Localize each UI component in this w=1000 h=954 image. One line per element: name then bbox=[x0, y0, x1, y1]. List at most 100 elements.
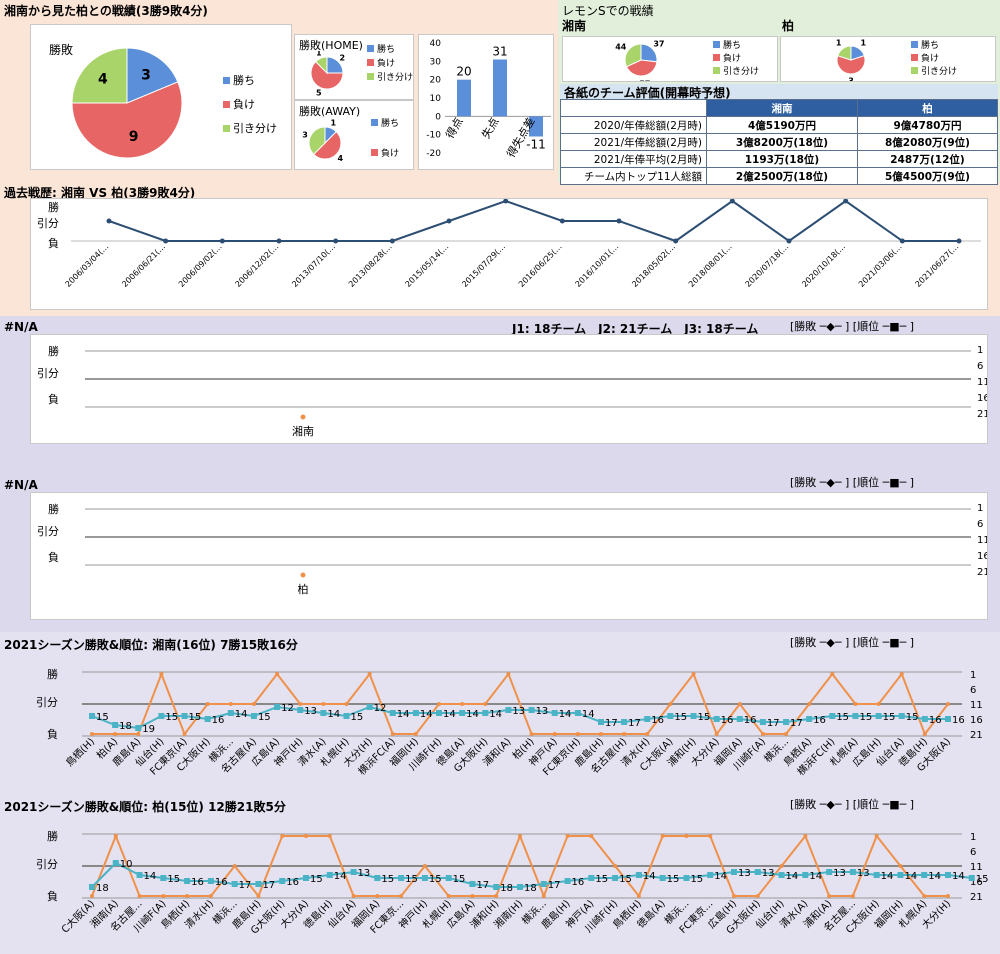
y-label: 引分 bbox=[36, 695, 58, 709]
result-point bbox=[899, 672, 904, 676]
pie-slice bbox=[308, 126, 326, 156]
result-point bbox=[565, 834, 570, 838]
away-pie-legend: 勝ち 負け bbox=[371, 109, 399, 169]
result-point bbox=[898, 864, 903, 868]
rank-point bbox=[778, 872, 785, 878]
rank-tick: 11 bbox=[970, 700, 983, 711]
y-label: 勝 bbox=[48, 344, 59, 358]
result-point bbox=[529, 732, 534, 736]
y-label: 勝 bbox=[48, 200, 59, 214]
result-point bbox=[327, 834, 332, 838]
rank-label: 14 bbox=[643, 871, 656, 882]
rank-label: 15 bbox=[310, 874, 323, 885]
rank-tick: 21 bbox=[977, 409, 987, 420]
result-point bbox=[437, 702, 442, 706]
result-point bbox=[367, 672, 372, 676]
result-point bbox=[708, 834, 713, 838]
rank-point bbox=[158, 713, 165, 719]
eval-row: チーム内トップ11人総額 2億2500万(18位) 5億4500万(9位) bbox=[560, 167, 999, 185]
rank-point bbox=[754, 869, 761, 875]
history-point bbox=[673, 238, 679, 244]
eval-title: 各紙のチーム評価(開幕時予想) bbox=[564, 86, 731, 100]
rank-label: 15 bbox=[165, 712, 178, 723]
legend-win: 勝ち bbox=[223, 69, 277, 93]
league-info: J1: 18チーム J2: 21チーム J3: 18チーム bbox=[512, 322, 759, 336]
match-label: C大阪(A) bbox=[58, 897, 97, 936]
result-point bbox=[853, 702, 858, 706]
result-point bbox=[803, 834, 808, 838]
rank-label: 13 bbox=[358, 868, 371, 879]
rank-point bbox=[517, 884, 523, 890]
goals-chart-panel: 40 30 20 10 0 -10 -20 20 得点 31 失点 -11 得失点差 bbox=[418, 34, 554, 170]
result-point bbox=[518, 834, 522, 838]
eval-row-label: チーム内トップ11人総額 bbox=[560, 167, 707, 185]
result-line bbox=[92, 671, 949, 737]
rank-label: 15 bbox=[258, 712, 271, 723]
result-point bbox=[737, 702, 742, 706]
rank-label: 14 bbox=[786, 871, 799, 882]
pie-slice bbox=[836, 55, 866, 75]
rank-label: 15 bbox=[405, 874, 418, 885]
rank-point bbox=[635, 872, 642, 878]
rank-point bbox=[806, 716, 813, 722]
pie-slice-label: 4 bbox=[337, 154, 343, 163]
history-point bbox=[559, 218, 565, 224]
rank-label: 17 bbox=[476, 880, 489, 891]
pie-slice bbox=[837, 45, 852, 61]
team-label: 柏 bbox=[298, 582, 309, 596]
rank-label: 14 bbox=[489, 709, 502, 720]
result-point bbox=[321, 702, 326, 706]
result-point bbox=[413, 732, 418, 736]
rank-point bbox=[255, 881, 262, 887]
home-pie-title: 勝敗(HOME) bbox=[299, 39, 363, 52]
rank-point bbox=[588, 875, 595, 881]
rank-label: 16 bbox=[813, 715, 826, 726]
eval-table: 湘南 柏 2020/年俸総額(2月時) 4億5190万円 9億4780万円 2021… bbox=[560, 99, 999, 185]
rank-point bbox=[574, 710, 581, 716]
eval-kashiwa-value: 8億2080万(9位) bbox=[856, 133, 999, 151]
rank-point bbox=[945, 716, 951, 722]
rank-label: 15 bbox=[667, 874, 680, 885]
result-point bbox=[691, 672, 696, 676]
date-label: 2018/05/02(… bbox=[630, 242, 677, 289]
rank-tick: 11 bbox=[977, 535, 987, 546]
rank-point bbox=[873, 872, 880, 878]
pie-slice bbox=[640, 43, 658, 63]
result-point bbox=[755, 894, 760, 898]
legend-draw: 引き分け bbox=[223, 117, 277, 141]
rank-tick: 1 bbox=[970, 832, 976, 843]
rank-point bbox=[482, 710, 489, 716]
pie-slice-label: 5 bbox=[316, 89, 322, 97]
rank-label: 18 bbox=[524, 883, 537, 894]
date-label: 2006/09/02(… bbox=[177, 242, 224, 289]
rank-point bbox=[667, 713, 674, 719]
overall-pie-legend: 勝ち 負け 引き分け bbox=[223, 69, 277, 141]
rank-point bbox=[112, 860, 119, 866]
rank-point bbox=[783, 719, 790, 725]
history-point bbox=[276, 238, 282, 244]
rank-point bbox=[436, 710, 443, 716]
result-point bbox=[275, 672, 280, 676]
y-tick-label: -10 bbox=[426, 131, 441, 141]
rank-point bbox=[326, 872, 333, 878]
pie-slice bbox=[624, 43, 642, 68]
eval-header-row: 湘南 柏 bbox=[560, 99, 999, 117]
na2-legend: [勝敗 ─◆─ ] [順位 ─■─ ] bbox=[790, 476, 914, 489]
rank-point bbox=[564, 878, 571, 884]
pie-slice-label: 1 bbox=[836, 39, 842, 48]
rank-point bbox=[89, 713, 95, 719]
na1-legend: [勝敗 ─◆─ ] [順位 ─■─ ] bbox=[790, 320, 914, 333]
rank-point bbox=[898, 713, 905, 719]
result-point bbox=[208, 894, 213, 898]
y-label: 引分 bbox=[37, 366, 59, 380]
pie-slice-label: 1 bbox=[330, 119, 336, 128]
result-point bbox=[351, 894, 356, 898]
rank-point bbox=[136, 872, 143, 878]
history-point bbox=[729, 198, 735, 204]
result-point bbox=[232, 864, 237, 868]
rank-point bbox=[445, 875, 452, 881]
away-pie-panel: 勝敗(AWAY) 1 4 3 勝ち 負け bbox=[294, 100, 414, 170]
rank-point bbox=[227, 710, 234, 716]
